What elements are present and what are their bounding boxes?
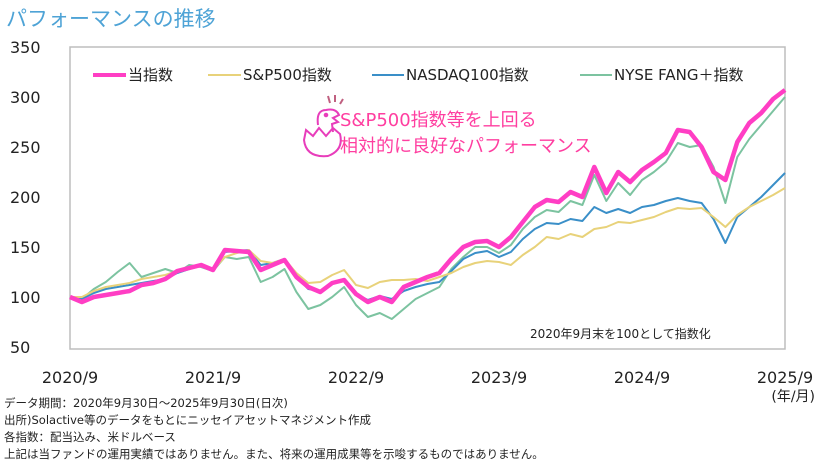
annotation-line-1: S&P500指数等を上回る	[340, 110, 537, 131]
series-line-2	[70, 187, 786, 298]
index-note: 2020年9月末を100として指数化	[530, 326, 711, 341]
legend-label-fund: 当指数	[128, 66, 173, 84]
plot-frame	[69, 46, 786, 350]
x-tick-label: 2025/9	[757, 368, 813, 387]
y-tick-label: 150	[10, 238, 41, 257]
x-tick-label: 2022/9	[328, 368, 384, 387]
y-tick-label: 300	[10, 88, 41, 107]
series-line-0	[69, 96, 786, 320]
footer-source: 出所)Solactive等のデータをもとにニッセイアセットマネジメント作成	[4, 413, 372, 427]
footer-data-period: データ期間：2020年9月30日～2025年9月30日(日次)	[4, 396, 288, 410]
legend-label-sp500: S&P500指数	[243, 66, 332, 84]
x-tick-label: 2021/9	[185, 368, 241, 387]
y-tick-label: 100	[10, 288, 41, 307]
y-tick-label: 200	[10, 188, 41, 207]
x-axis-unit: (年/月)	[771, 389, 815, 405]
footer-index-basis: 各指数：配当込み、米ドルベース	[4, 430, 176, 444]
legend-label-nasdaq: NASDAQ100指数	[406, 66, 529, 84]
y-tick-label: 50	[10, 338, 30, 357]
x-tick-label: 2024/9	[614, 368, 670, 387]
chart-title: パフォーマンスの推移	[6, 7, 216, 31]
y-tick-label: 250	[10, 138, 41, 157]
x-tick-label: 2020/9	[42, 368, 98, 387]
x-tick-label: 2023/9	[471, 368, 527, 387]
legend: 当指数 S&P500指数 NASDAQ100指数 NYSE FANG＋指数	[93, 66, 744, 84]
legend-label-fang: NYSE FANG＋指数	[614, 66, 744, 84]
footer-disclaimer: 上記は当ファンドの運用実績ではありません。また、将来の運用成果等を示唆するもので…	[4, 447, 544, 461]
y-tick-label: 350	[10, 38, 41, 57]
series-line-3	[69, 88, 787, 305]
annotation-line-2: 相対的に良好なパフォーマンス	[340, 136, 592, 157]
chick-in-egg-icon	[302, 95, 344, 158]
